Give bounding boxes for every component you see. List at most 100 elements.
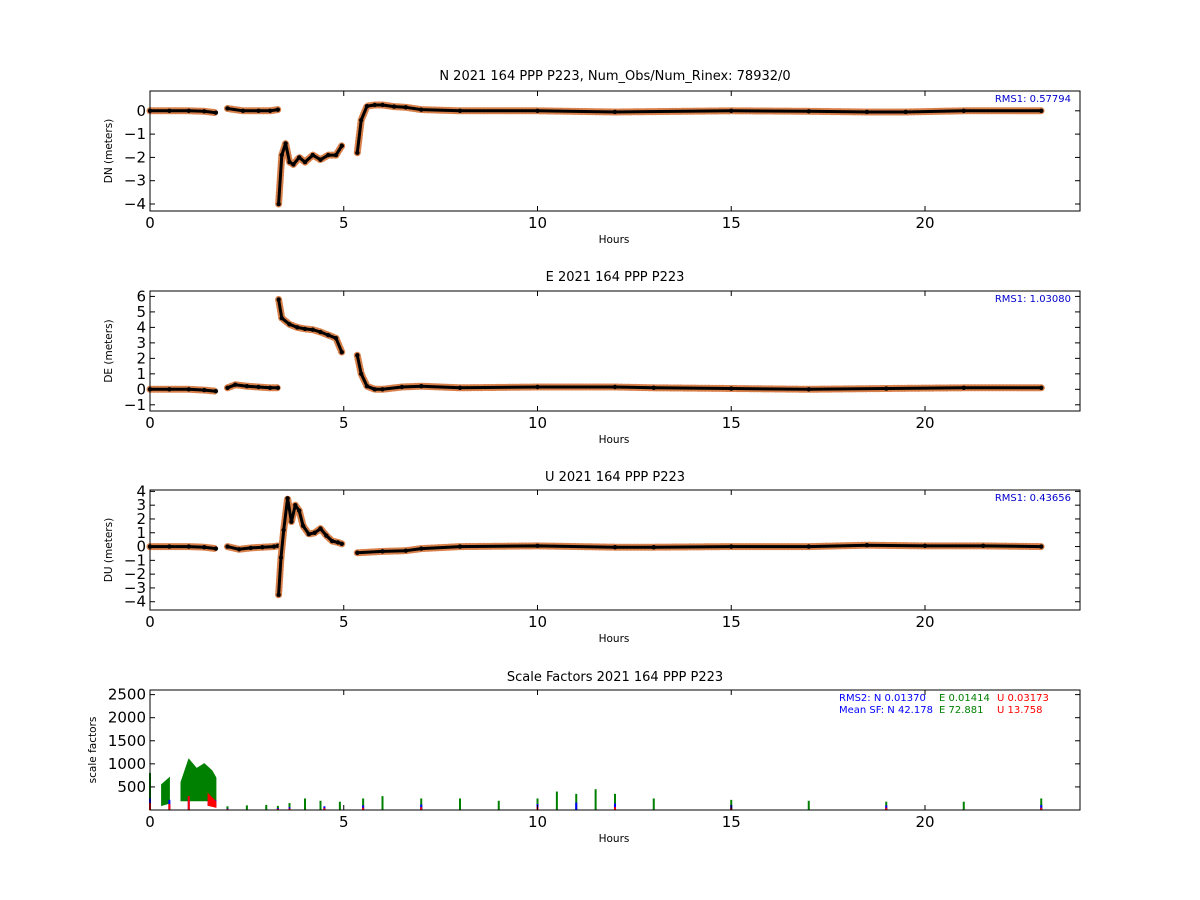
y-tick-label: −1: [124, 125, 146, 143]
data-point: [236, 547, 242, 552]
axes-frame-up: [149, 489, 1081, 611]
y-tick-label: −3: [124, 579, 146, 597]
data-point: [612, 109, 618, 115]
plot-area-up: [146, 494, 1045, 599]
data-point: [612, 545, 618, 550]
panel-scale-factors: Scale Factors 2021 164 PPP P223 scale fa…: [87, 670, 1081, 845]
sf-up-band-3: [207, 792, 217, 808]
sf-up-bar: [885, 807, 888, 810]
sf-east-bar: [614, 793, 616, 810]
sf-up-bar: [614, 807, 616, 810]
data-point: [961, 385, 966, 390]
sf-north-bar: [1040, 804, 1043, 810]
data-point: [358, 371, 364, 377]
sf-east-bar: [288, 803, 291, 810]
sf-east-bar: [459, 798, 461, 810]
chart-title-scale-factors: Scale Factors 2021 164 PPP P223: [507, 670, 723, 685]
mean-sf-east-note: E 72.881: [939, 705, 984, 716]
rms2-east-note: E 0.01414: [939, 693, 990, 704]
y-tick-label: −4: [124, 593, 146, 611]
data-point: [310, 327, 315, 332]
data-point: [419, 384, 424, 389]
data-point: [806, 387, 811, 392]
sf-east-bar: [594, 789, 597, 810]
y-tick-label: 0: [136, 380, 146, 398]
data-point: [248, 545, 253, 551]
sf-east-band-1: [161, 776, 170, 807]
data-point: [296, 155, 302, 160]
data-point: [233, 382, 238, 387]
x-axis-label-east: Hours: [599, 434, 630, 446]
axes-frame-scale-factors: [149, 689, 1081, 811]
data-point: [326, 152, 331, 158]
data-point: [419, 107, 424, 112]
observation-dots-segment-3: [353, 351, 1045, 393]
sf-east-bar: [362, 798, 365, 810]
data-point: [213, 388, 219, 394]
data-point: [287, 159, 292, 165]
data-point: [864, 542, 870, 548]
data-point: [302, 159, 308, 165]
data-point: [275, 107, 281, 112]
observation-dots-segment-2: [275, 494, 346, 599]
data-point: [167, 387, 172, 392]
data-point: [339, 143, 345, 148]
data-point: [293, 502, 298, 508]
sf-east-bar: [276, 805, 279, 810]
panel-north: N 2021 164 PPP P223, Num_Obs/Num_Rinex: …: [103, 69, 1081, 246]
y-tick-label: 2000: [108, 709, 146, 727]
data-point: [312, 530, 317, 535]
x-tick-label: 10: [528, 414, 547, 432]
y-tick-label: −4: [124, 195, 146, 213]
data-point: [260, 545, 265, 550]
data-point: [535, 108, 540, 114]
data-point: [612, 384, 618, 390]
y-tick-label: 0: [136, 102, 146, 120]
sf-up-bar: [420, 807, 423, 810]
sf-east-bar: [381, 796, 384, 810]
sf-up-bar: [168, 804, 171, 810]
data-point: [339, 349, 345, 355]
sf-up-bar: [276, 808, 279, 810]
rms-annotation-up: RMS1: 0.43656: [995, 493, 1071, 504]
data-point: [202, 545, 207, 550]
sf-east-bar: [497, 800, 500, 810]
panel-east: E 2021 164 PPP P223 DE (meters) Hours RM…: [103, 270, 1081, 446]
sf-up-bar: [1040, 807, 1043, 810]
data-point: [256, 108, 261, 114]
x-tick-label: 0: [145, 414, 155, 432]
sf-east-bar: [304, 798, 306, 810]
data-point: [318, 329, 323, 335]
data-point: [276, 592, 281, 598]
sf-east-bar: [420, 798, 423, 810]
data-point: [1039, 108, 1044, 114]
data-point: [202, 387, 207, 393]
data-point: [167, 108, 172, 114]
rms-annotation-north: RMS1: 0.57794: [995, 94, 1071, 105]
data-point: [225, 544, 230, 549]
sf-east-bar: [807, 800, 810, 810]
data-point: [333, 336, 339, 341]
x-tick-label: 10: [528, 214, 547, 232]
sf-north-bar: [323, 806, 326, 810]
x-tick-label: 0: [145, 613, 155, 631]
data-point: [275, 385, 281, 390]
axes-frame-east: [149, 290, 1081, 412]
data-point: [186, 387, 191, 392]
data-point: [267, 108, 273, 114]
y-tick-label: 1500: [108, 732, 146, 750]
data-point: [535, 384, 540, 390]
data-point: [213, 546, 219, 551]
data-point: [806, 544, 811, 549]
y-tick-label: 2500: [108, 686, 146, 704]
sf-up-bar: [288, 808, 291, 810]
data-point: [225, 385, 230, 390]
data-point: [1039, 385, 1044, 390]
data-point: [729, 544, 734, 549]
data-point: [295, 325, 300, 330]
rms-annotation-east: RMS1: 1.03080: [995, 294, 1071, 305]
x-tick-label: 5: [339, 813, 349, 831]
data-point: [380, 549, 385, 554]
data-point: [403, 548, 408, 553]
